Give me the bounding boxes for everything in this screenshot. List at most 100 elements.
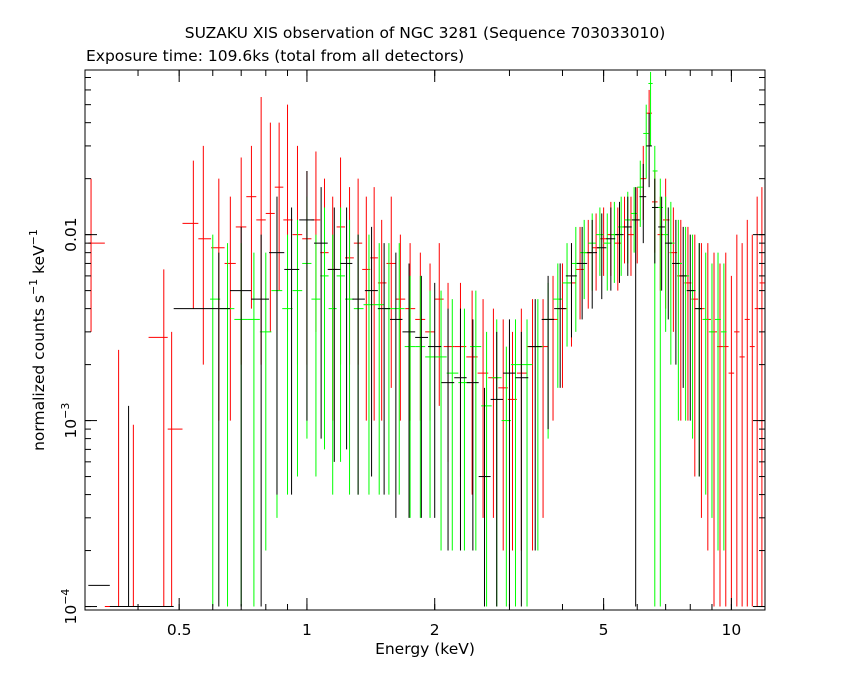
- data-point: [109, 405, 174, 608]
- data-point: [541, 275, 555, 430]
- data-point: [554, 263, 566, 388]
- data-point: [610, 201, 618, 283]
- chart-subtitle: Exposure time: 109.6ks (total from all d…: [86, 47, 464, 65]
- data-point: [395, 234, 406, 421]
- y-tick-label: 10−4: [59, 589, 80, 625]
- x-tick-label: 10: [722, 621, 742, 639]
- data-point: [603, 213, 611, 291]
- series-2: [88, 113, 702, 608]
- data-point: [639, 163, 647, 244]
- data-point: [230, 226, 252, 607]
- data-point: [265, 122, 275, 332]
- data-point: [446, 299, 459, 551]
- data-point: [575, 226, 585, 320]
- data-point: [282, 234, 293, 495]
- data-point: [364, 226, 378, 477]
- data-point: [521, 319, 533, 607]
- data-point: [220, 243, 235, 607]
- data-point: [434, 243, 444, 406]
- data-point: [328, 234, 337, 495]
- y-tick-label: 10−3: [59, 403, 80, 439]
- data-point: [637, 160, 644, 227]
- y-tick-label: 0.01: [62, 217, 80, 252]
- data-point: [759, 187, 765, 607]
- data-point: [404, 275, 416, 518]
- data-point: [651, 178, 659, 264]
- y-axis-label-exp1: −1: [27, 279, 40, 295]
- data-point: [510, 319, 522, 607]
- data-point: [284, 207, 300, 495]
- data-point: [596, 207, 604, 276]
- data-point: [503, 319, 516, 607]
- chart-title: SUZAKU XIS observation of NGC 3281 (Sequ…: [185, 24, 666, 42]
- data-point: [686, 234, 695, 421]
- data-point: [548, 275, 558, 421]
- data-point: [435, 290, 447, 551]
- data-point: [125, 424, 149, 608]
- data-point: [402, 263, 416, 518]
- data-point: [615, 201, 624, 283]
- data-point: [702, 252, 709, 495]
- data-point: [744, 219, 750, 607]
- data-point: [428, 282, 442, 518]
- data-point: [386, 196, 396, 388]
- x-tick-label: 1: [302, 621, 312, 639]
- data-point: [274, 122, 284, 291]
- data-point: [374, 243, 385, 495]
- data-point: [617, 196, 625, 276]
- data-point: [454, 308, 467, 551]
- data-point: [621, 196, 628, 264]
- data-point: [532, 299, 543, 551]
- data-point: [88, 178, 105, 332]
- data-point: [377, 243, 390, 495]
- data-point: [516, 308, 527, 551]
- data-point: [537, 299, 549, 518]
- data-point: [246, 145, 257, 309]
- data-point: [584, 219, 593, 309]
- data-point: [327, 207, 341, 462]
- data-point: [565, 243, 577, 338]
- data-point: [580, 219, 589, 300]
- data-point: [173, 252, 231, 607]
- data-point: [739, 243, 745, 607]
- data-point: [148, 269, 168, 607]
- data-point: [515, 331, 529, 607]
- data-point: [658, 196, 665, 291]
- data-point: [528, 299, 542, 551]
- data-point: [269, 196, 285, 495]
- data-point: [571, 226, 581, 332]
- data-point: [314, 187, 328, 439]
- axis-ticks: 0.5 1 2 5 10 10−4 10−3 0.01: [59, 70, 765, 639]
- data-point: [627, 196, 635, 276]
- x-tick-label: 5: [599, 621, 609, 639]
- data-point: [425, 290, 436, 518]
- data-point: [662, 196, 669, 332]
- data-point: [311, 234, 321, 477]
- x-tick-label: 2: [430, 621, 440, 639]
- data-point: [384, 243, 395, 495]
- data-point: [167, 331, 183, 607]
- data-point: [643, 104, 649, 179]
- data-point: [526, 299, 538, 551]
- data-point: [336, 207, 346, 462]
- data-point: [466, 319, 479, 551]
- data-point: [340, 207, 353, 450]
- data-point: [657, 178, 663, 607]
- data-point: [251, 234, 270, 607]
- plot-frame: [84, 69, 766, 611]
- data-point: [672, 219, 680, 365]
- data-point: [353, 234, 364, 495]
- data-point: [714, 252, 721, 551]
- y-axis-label-exp2: −1: [27, 229, 40, 245]
- data-point: [182, 160, 199, 309]
- data-point: [599, 207, 608, 276]
- data-point: [299, 170, 315, 421]
- data-point: [552, 263, 563, 388]
- y-axis-label-mid: keV: [30, 245, 48, 279]
- data-point: [389, 252, 403, 518]
- data-point: [754, 196, 760, 607]
- data-point: [441, 308, 455, 551]
- data-point: [694, 243, 702, 477]
